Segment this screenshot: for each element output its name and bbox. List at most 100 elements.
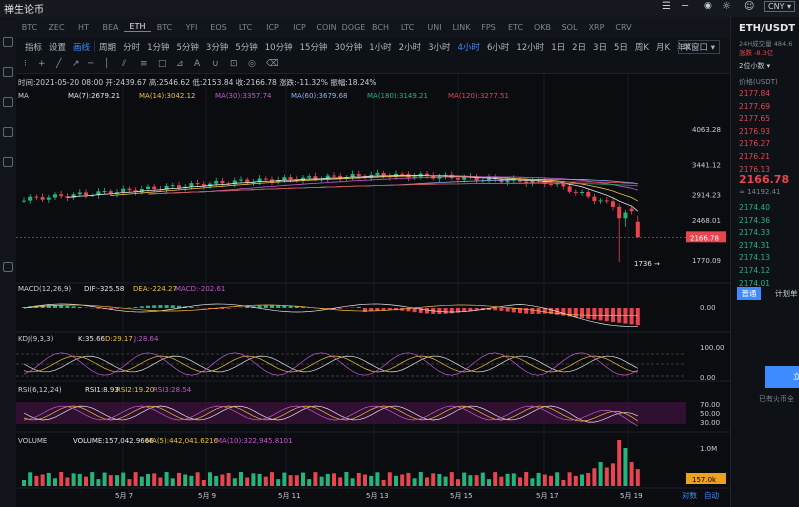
- bid-price[interactable]: 2174.36: [739, 215, 771, 225]
- symbol-tab[interactable]: UNI: [427, 22, 442, 32]
- precision-select[interactable]: 2位小数 ▾: [739, 62, 771, 70]
- minimize-icon[interactable]: ─: [682, 1, 689, 12]
- bid-price[interactable]: 2174.33: [739, 228, 771, 238]
- bid-price[interactable]: 2174.01: [739, 278, 771, 288]
- bid-price[interactable]: 2174.31: [739, 240, 771, 250]
- channel-icon[interactable]: ⫽: [122, 59, 127, 69]
- ask-price[interactable]: 2176.21: [739, 152, 771, 161]
- symbol-tab[interactable]: LTC: [238, 22, 253, 32]
- toolbar-item[interactable]: 30分钟: [334, 42, 363, 53]
- magnet-icon[interactable]: ∪: [212, 59, 219, 69]
- currency-select[interactable]: CNY ▾: [764, 1, 796, 12]
- toolbar-item[interactable]: 6小时: [486, 42, 510, 53]
- toolbar-item[interactable]: 15分钟: [299, 42, 328, 53]
- symbol-tab[interactable]: BTC: [21, 22, 38, 32]
- menu-icon[interactable]: ☰: [662, 1, 671, 12]
- cursor-icon[interactable]: ⁝: [24, 59, 27, 69]
- news-icon[interactable]: [3, 127, 13, 137]
- bid-price[interactable]: 2174.12: [739, 266, 771, 275]
- toolbar-item[interactable]: 5分钟: [176, 42, 199, 53]
- ask-price[interactable]: 2176.27: [739, 139, 771, 149]
- symbol-tab[interactable]: HT: [78, 22, 89, 32]
- toolbar-item[interactable]: 5日: [613, 42, 628, 53]
- line-icon[interactable]: ╱: [56, 59, 62, 69]
- symbol-tab[interactable]: BTC: [156, 22, 173, 32]
- symbol-tab[interactable]: BEA: [102, 22, 119, 32]
- toolbar-item[interactable]: 2小时: [398, 42, 422, 53]
- symbol-tab[interactable]: ICP: [266, 22, 279, 32]
- bell-icon[interactable]: ◉: [704, 1, 712, 11]
- ask-price[interactable]: 2177.65: [739, 114, 771, 124]
- symbol-tab[interactable]: ETC: [507, 22, 524, 32]
- toolbar-item[interactable]: 指标: [25, 42, 43, 53]
- toolbar-item[interactable]: 12小时: [516, 42, 545, 53]
- ma-line: [147, 176, 638, 195]
- tab-normal[interactable]: 普通: [737, 287, 761, 300]
- toolbar-item[interactable]: 画线: [73, 42, 91, 53]
- x-axis-label: 5月 9: [198, 492, 216, 500]
- vline-icon[interactable]: │: [104, 59, 110, 69]
- toolbar-item[interactable]: 1小时: [369, 42, 392, 53]
- list-icon[interactable]: [3, 97, 13, 107]
- crosshair-icon[interactable]: +: [38, 59, 46, 69]
- ask-price[interactable]: 2176.13: [739, 164, 771, 174]
- ask-price[interactable]: 2176.93: [739, 126, 771, 136]
- chart-canvas[interactable]: 时间:2021-05-20 08:00 开:2439.67 高:2546.62 …: [16, 74, 730, 507]
- toolbar-item[interactable]: 10分钟: [264, 42, 293, 53]
- lock-icon[interactable]: ⊡: [230, 59, 238, 69]
- eye-icon[interactable]: ◎: [248, 59, 256, 69]
- symbol-tab[interactable]: CRV: [615, 22, 632, 32]
- kline-chart[interactable]: 时间:2021-05-20 08:00 开:2439.67 高:2546.62 …: [16, 74, 730, 507]
- volume-bar: [294, 475, 299, 486]
- symbol-tab[interactable]: LTC: [400, 22, 415, 32]
- symbol-tab[interactable]: COIN: [316, 22, 337, 32]
- toolbar-item[interactable]: 1分钟: [147, 42, 170, 53]
- tab-plan[interactable]: 计划单: [775, 289, 798, 298]
- theme-icon[interactable]: ☼: [722, 1, 731, 12]
- hline-icon[interactable]: ─: [88, 59, 94, 69]
- grid-icon[interactable]: [3, 37, 13, 47]
- expand-icon[interactable]: [3, 262, 13, 272]
- toolbar-item[interactable]: 周期: [99, 42, 117, 53]
- toolbar-item[interactable]: 1日: [551, 42, 566, 53]
- measure-icon[interactable]: ⊿: [176, 59, 184, 69]
- toolbar-item[interactable]: 分时: [123, 42, 141, 53]
- toolbar-item[interactable]: 3小时: [428, 42, 451, 53]
- fib-icon[interactable]: ≡: [140, 59, 148, 69]
- settings-icon[interactable]: [3, 157, 13, 167]
- trade-button[interactable]: 立: [765, 366, 799, 388]
- rect-icon[interactable]: □: [158, 59, 167, 69]
- symbol-tab[interactable]: FPS: [481, 22, 496, 32]
- trash-icon[interactable]: ⌫: [266, 59, 279, 69]
- user-icon[interactable]: ☺: [744, 1, 755, 12]
- bid-price[interactable]: 2174.40: [739, 203, 771, 212]
- symbol-tab[interactable]: LINK: [452, 22, 471, 32]
- symbol-tab[interactable]: BCH: [372, 22, 389, 32]
- symbol-tab[interactable]: SOL: [561, 22, 578, 32]
- toolbar-item[interactable]: 5分钟: [235, 42, 258, 53]
- toolbar-item[interactable]: 月K: [655, 42, 671, 53]
- toolbar-item[interactable]: 2日: [572, 42, 587, 53]
- view-mode-select[interactable]: 单窗口 ▾: [677, 39, 720, 54]
- symbol-tab[interactable]: EOS: [210, 22, 227, 32]
- symbol-tab[interactable]: ICP: [293, 22, 306, 32]
- ray-icon[interactable]: ↗: [72, 59, 80, 69]
- symbol-tab[interactable]: ZEC: [48, 22, 65, 32]
- volume-bar: [549, 475, 553, 486]
- symbol-tab[interactable]: DOGE: [341, 22, 366, 32]
- chart-icon[interactable]: [3, 67, 13, 77]
- toolbar-item[interactable]: 设置: [49, 42, 67, 53]
- toolbar-item[interactable]: 周K: [634, 42, 649, 53]
- symbol-tab[interactable]: ETH: [124, 22, 151, 32]
- toolbar-item[interactable]: 4小时: [457, 42, 480, 53]
- toolbar-item[interactable]: 3分钟: [205, 42, 229, 53]
- text-icon[interactable]: A: [194, 59, 201, 69]
- ask-price[interactable]: 2177.69: [739, 101, 771, 111]
- symbol-tab[interactable]: XRP: [588, 22, 605, 32]
- symbol-tab[interactable]: YFI: [185, 22, 198, 32]
- toolbar-item[interactable]: 3日: [593, 42, 607, 53]
- bid-price[interactable]: 2174.13: [739, 253, 771, 263]
- toolbar-item[interactable]: 年K: [677, 42, 692, 53]
- symbol-tab[interactable]: OKB: [533, 22, 552, 32]
- ask-price[interactable]: 2177.84: [739, 89, 771, 98]
